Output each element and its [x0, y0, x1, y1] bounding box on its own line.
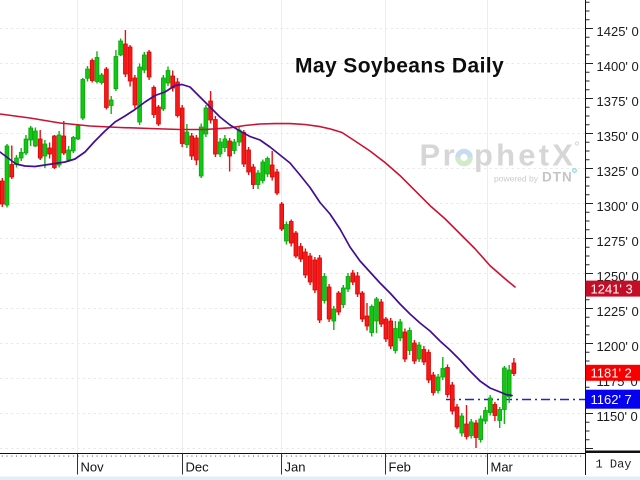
svg-text:1400' 0: 1400' 0	[597, 59, 639, 74]
svg-text:1325' 0: 1325' 0	[597, 164, 639, 179]
svg-text:DTN: DTN	[542, 170, 573, 185]
svg-text:1225' 0: 1225' 0	[597, 304, 639, 319]
svg-text:Nov: Nov	[81, 460, 105, 475]
svg-text:1162' 7: 1162' 7	[591, 392, 632, 407]
svg-text:1 Day: 1 Day	[596, 458, 632, 472]
svg-text:1241' 3: 1241' 3	[591, 281, 633, 296]
svg-text:Pr: Pr	[420, 138, 458, 173]
svg-text:phetX: phetX	[474, 138, 576, 173]
svg-text:Jan: Jan	[285, 460, 306, 475]
svg-text:powered by: powered by	[494, 174, 539, 184]
svg-text:Feb: Feb	[389, 460, 411, 475]
svg-text:May Soybeans Daily: May Soybeans Daily	[295, 55, 504, 78]
svg-text:1425' 0: 1425' 0	[597, 24, 639, 39]
svg-text:Dec: Dec	[186, 460, 210, 475]
svg-text:1275' 0: 1275' 0	[597, 234, 639, 249]
svg-text:1350' 0: 1350' 0	[597, 129, 639, 144]
svg-text:1250' 0: 1250' 0	[597, 269, 639, 284]
svg-text:1181' 2: 1181' 2	[591, 365, 632, 380]
svg-text:1375' 0: 1375' 0	[597, 94, 639, 109]
svg-text:1300' 0: 1300' 0	[597, 199, 639, 214]
svg-text:1150' 0: 1150' 0	[597, 409, 638, 424]
svg-text:1200' 0: 1200' 0	[597, 339, 639, 354]
svg-text:Mar: Mar	[491, 460, 514, 475]
